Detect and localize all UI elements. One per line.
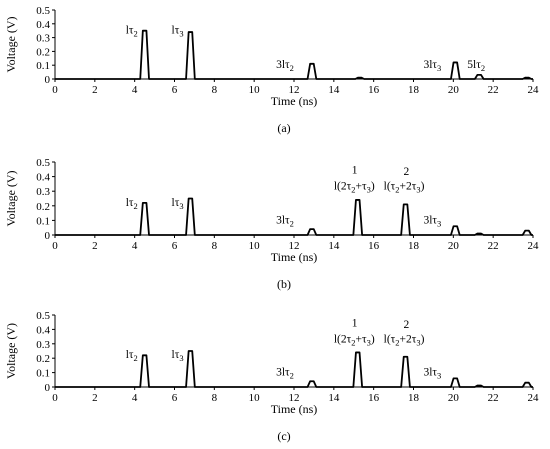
y-tick-label: 0.4 — [36, 324, 50, 336]
x-tick-label: 16 — [368, 392, 380, 404]
annotation-label: 3lτ3 — [423, 59, 441, 73]
annotation-label: lτ3 — [172, 349, 184, 363]
signal-line — [55, 29, 533, 80]
x-tick-label: 4 — [132, 392, 138, 404]
y-tick-label: 0 — [45, 230, 51, 242]
annotation-label: 3lτ3 — [423, 366, 441, 380]
y-tick-label: 0.4 — [36, 172, 50, 184]
chart-panel-2: 00.10.20.30.40.50 2 4 6 8 10 12 14 16 18 20 22 24Tim… — [4, 157, 539, 291]
x-tick-label: 24 — [528, 240, 540, 252]
y-tick-label: 0.1 — [36, 215, 50, 227]
x-tick-label: 12 — [289, 240, 300, 252]
y-axis-label: Voltage (V) — [4, 16, 18, 72]
x-tick-label: 20 — [448, 240, 460, 252]
annotation-label: 3lτ2 — [276, 214, 294, 228]
x-axis-label: Time (ns) — [271, 94, 318, 108]
x-tick-label: 0 — [52, 392, 58, 404]
x-tick-label: 22 — [488, 84, 499, 96]
y-tick-label: 0 — [45, 74, 51, 86]
x-tick-label: 8 — [212, 240, 218, 252]
x-tick-label: 2 — [92, 392, 98, 404]
x-tick-label: 20 — [448, 392, 460, 404]
x-tick-label: 20 — [448, 84, 460, 96]
panel-caption: (a) — [277, 121, 290, 135]
annotation-label: 1 — [352, 318, 358, 330]
x-axis-label: Time (ns) — [271, 402, 318, 416]
x-tick-label: 6 — [172, 240, 178, 252]
x-tick-label: 10 — [249, 240, 261, 252]
x-tick-label: 12 — [289, 84, 300, 96]
x-tick-label: 16 — [368, 240, 380, 252]
annotation-label: lτ2 — [126, 197, 138, 211]
x-tick-label: 24 — [528, 84, 540, 96]
x-tick-label: 6 — [172, 392, 178, 404]
x-tick-label: 18 — [408, 240, 420, 252]
x-axis-label: Time (ns) — [271, 250, 318, 264]
panel-caption: (c) — [277, 429, 290, 443]
x-tick-label: 14 — [328, 392, 340, 404]
x-tick-label: 18 — [408, 84, 420, 96]
x-tick-label: 22 — [488, 240, 499, 252]
annotation-label: 1 — [352, 165, 358, 177]
annotation-label: lτ2 — [126, 24, 138, 38]
chart-panel-3: 00.10.20.30.40.50 2 4 6 8 10 12 14 16 18 20 22 24Tim… — [4, 310, 539, 443]
annotation-label: 3lτ3 — [423, 214, 441, 228]
annotation-label: 3lτ2 — [276, 366, 294, 380]
annotation-label: 2 — [404, 319, 410, 331]
annotation-label: 2 — [404, 166, 410, 178]
y-tick-label: 0.4 — [36, 19, 50, 31]
x-tick-label: 10 — [249, 392, 261, 404]
y-tick-label: 0.1 — [36, 60, 50, 72]
annotation-label: l(τ2+2τ3) — [384, 181, 425, 195]
y-tick-label: 0.5 — [36, 5, 50, 17]
x-tick-label: 16 — [368, 84, 380, 96]
annotation-label: lτ3 — [172, 24, 184, 38]
annotation-label: l(τ2+2τ3) — [384, 333, 425, 347]
y-tick-label: 0.2 — [36, 353, 50, 365]
x-tick-label: 8 — [212, 84, 218, 96]
x-tick-label: 14 — [328, 84, 340, 96]
x-tick-label: 4 — [132, 240, 138, 252]
annotation-label: 5lτ2 — [467, 59, 485, 73]
x-tick-label: 4 — [132, 84, 138, 96]
y-tick-label: 0.5 — [36, 157, 50, 169]
annotation-label: l(2τ2+τ3) — [334, 181, 375, 195]
y-axis-label: Voltage (V) — [4, 323, 18, 379]
chart-panel-1: 00.10.20.30.40.50 2 4 6 8 10 12 14 16 18 20 22 24Tim… — [4, 5, 539, 135]
x-tick-label: 6 — [172, 84, 178, 96]
y-tick-label: 0.1 — [36, 368, 50, 380]
x-tick-label: 2 — [92, 240, 98, 252]
y-tick-label: 0.2 — [36, 46, 50, 58]
x-tick-label: 0 — [52, 240, 58, 252]
y-tick-label: 0.5 — [36, 310, 50, 322]
y-tick-label: 0.3 — [36, 33, 50, 45]
x-tick-label: 14 — [328, 240, 340, 252]
annotation-label: lτ2 — [126, 349, 138, 363]
x-tick-label: 24 — [528, 392, 540, 404]
y-tick-label: 0 — [45, 382, 51, 394]
x-tick-label: 22 — [488, 392, 499, 404]
x-tick-label: 10 — [249, 84, 261, 96]
x-tick-label: 12 — [289, 392, 300, 404]
y-tick-label: 0.2 — [36, 201, 50, 213]
y-tick-label: 0.3 — [36, 339, 50, 351]
y-tick-label: 0.3 — [36, 186, 50, 198]
signal-line — [55, 197, 533, 236]
annotation-label: 3lτ2 — [276, 59, 294, 73]
x-tick-label: 0 — [52, 84, 58, 96]
x-tick-label: 18 — [408, 392, 420, 404]
x-tick-label: 2 — [92, 84, 98, 96]
y-axis-label: Voltage (V) — [4, 170, 18, 226]
panel-caption: (b) — [277, 277, 291, 291]
annotation-label: lτ3 — [172, 197, 184, 211]
x-tick-label: 8 — [212, 392, 218, 404]
annotation-label: l(2τ2+τ3) — [334, 333, 375, 347]
signal-line — [55, 350, 533, 388]
